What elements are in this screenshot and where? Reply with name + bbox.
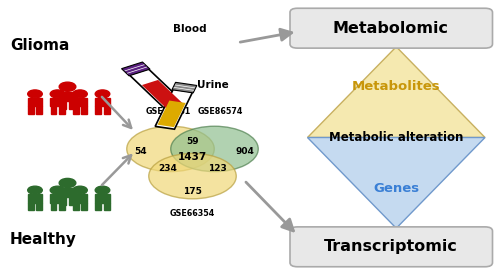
Polygon shape (96, 202, 102, 210)
Circle shape (72, 90, 88, 98)
Polygon shape (58, 202, 64, 210)
Text: 234: 234 (158, 164, 177, 173)
Polygon shape (59, 92, 76, 101)
Text: Metabolomic: Metabolomic (333, 21, 449, 35)
Polygon shape (73, 202, 79, 210)
Polygon shape (308, 47, 485, 138)
Text: 1437: 1437 (178, 152, 207, 162)
Ellipse shape (171, 126, 258, 172)
Ellipse shape (127, 126, 214, 172)
Polygon shape (81, 202, 87, 210)
Polygon shape (36, 106, 42, 114)
Text: Metabolites: Metabolites (352, 80, 440, 93)
Text: Glioma: Glioma (10, 38, 70, 53)
Polygon shape (28, 106, 34, 114)
Circle shape (50, 90, 65, 98)
Text: 175: 175 (183, 187, 202, 196)
Text: Metabolic alteration: Metabolic alteration (329, 131, 464, 144)
Polygon shape (104, 202, 110, 210)
FancyBboxPatch shape (290, 8, 492, 48)
Text: 123: 123 (208, 164, 227, 173)
Polygon shape (50, 98, 65, 106)
Polygon shape (50, 106, 56, 114)
Polygon shape (69, 197, 75, 205)
Ellipse shape (149, 153, 236, 199)
Text: 54: 54 (134, 147, 146, 156)
Text: Genes: Genes (373, 182, 420, 195)
Polygon shape (50, 202, 56, 210)
Polygon shape (129, 69, 186, 111)
Text: GSE86574: GSE86574 (198, 107, 242, 116)
Text: Urine: Urine (198, 80, 229, 90)
Polygon shape (96, 106, 102, 114)
Text: 904: 904 (236, 147, 254, 156)
Circle shape (28, 90, 42, 98)
Polygon shape (60, 101, 66, 109)
Circle shape (59, 178, 76, 188)
Polygon shape (72, 194, 88, 202)
Polygon shape (104, 106, 110, 114)
Text: GSE66354: GSE66354 (170, 209, 215, 218)
Polygon shape (28, 194, 42, 202)
FancyBboxPatch shape (290, 227, 492, 267)
Polygon shape (95, 194, 110, 202)
Polygon shape (122, 62, 150, 76)
Text: Healthy: Healthy (10, 232, 77, 247)
Polygon shape (58, 106, 64, 114)
Polygon shape (155, 89, 192, 129)
Polygon shape (308, 138, 485, 228)
Circle shape (50, 186, 65, 194)
Circle shape (59, 82, 76, 91)
Polygon shape (73, 106, 79, 114)
Circle shape (95, 90, 110, 98)
Text: Transcriptomic: Transcriptomic (324, 239, 458, 254)
Polygon shape (28, 202, 34, 210)
Text: Blood: Blood (172, 24, 206, 34)
Circle shape (95, 186, 110, 194)
Polygon shape (28, 98, 42, 106)
Circle shape (28, 186, 42, 194)
Circle shape (72, 186, 88, 194)
Polygon shape (158, 101, 186, 127)
Polygon shape (59, 188, 76, 197)
Polygon shape (142, 80, 182, 108)
Polygon shape (36, 202, 42, 210)
Polygon shape (172, 82, 197, 93)
Polygon shape (69, 101, 75, 109)
Polygon shape (60, 197, 66, 205)
Text: GSE50161: GSE50161 (145, 107, 190, 116)
Polygon shape (95, 98, 110, 106)
Text: 59: 59 (186, 137, 199, 146)
Polygon shape (72, 98, 88, 106)
Polygon shape (81, 106, 87, 114)
Polygon shape (50, 194, 65, 202)
